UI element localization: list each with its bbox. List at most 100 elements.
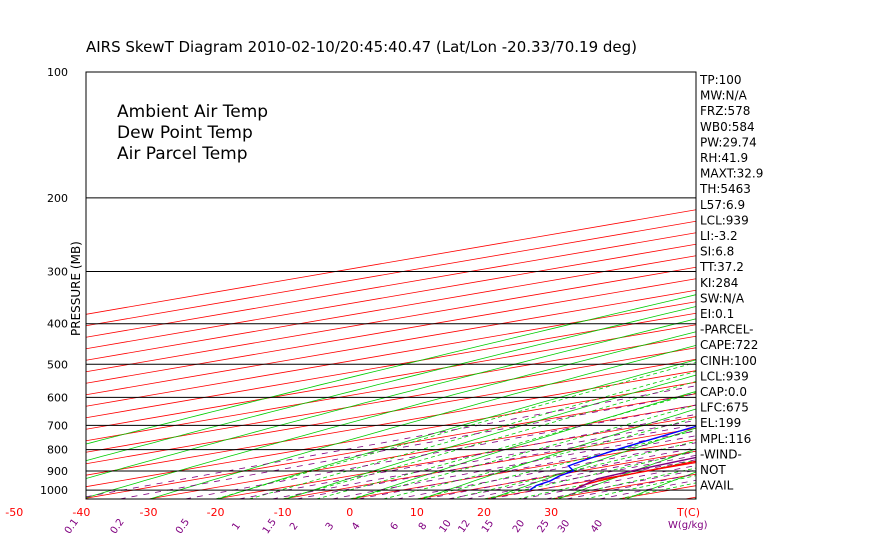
mixing-ratio-tick-label: 2 bbox=[288, 521, 301, 533]
background-grid bbox=[86, 72, 870, 499]
mixing-ratio-tick-label: 12 bbox=[456, 518, 472, 535]
mixing-ratio-line bbox=[447, 451, 696, 499]
bottom-temp-tick-label: 20 bbox=[477, 506, 491, 519]
dry-adiabat-line bbox=[762, 72, 870, 499]
moist-adiabat-line bbox=[416, 429, 696, 499]
bottom-temp-tick-label: -50 bbox=[5, 506, 23, 519]
bottom-temperature-axis: -50 -40 -30 -20 -10 0 10 20 30 bbox=[5, 506, 558, 519]
isotherm-line bbox=[86, 358, 696, 465]
pressure-tick-label: 400 bbox=[47, 318, 68, 331]
isotherm-line bbox=[86, 209, 696, 315]
stability-index-label: EL:199 bbox=[700, 416, 741, 430]
stability-index-label: L57:6.9 bbox=[700, 198, 745, 212]
pressure-tick-label: 1000 bbox=[40, 484, 68, 497]
mixing-ratio-line bbox=[545, 469, 696, 499]
stability-index-label: TP:100 bbox=[699, 73, 742, 87]
chart-title: AIRS SkewT Diagram 2010-02-10/20:45:40.4… bbox=[86, 38, 637, 56]
dry-adiabat-line bbox=[217, 359, 696, 499]
bottom-temp-tick-label: 10 bbox=[410, 506, 424, 519]
mixing-ratio-tick-label: 15 bbox=[480, 518, 496, 535]
mixing-ratio-tick-label: 6 bbox=[389, 521, 402, 533]
stability-index-label: -PARCEL- bbox=[700, 323, 754, 337]
stability-index-label: MW:N/A bbox=[700, 89, 748, 103]
dry-adiabat-line bbox=[86, 318, 696, 479]
stability-index-label: FRZ:578 bbox=[700, 104, 750, 118]
dry-adiabat-line bbox=[149, 344, 696, 499]
dewpoint-line bbox=[529, 425, 696, 491]
mixing-ratio-line bbox=[396, 442, 696, 499]
legend: Ambient Air Temp Dew Point Temp Air Parc… bbox=[117, 102, 268, 164]
stability-index-label: CAP:0.0 bbox=[700, 385, 747, 399]
mixing-ratio-line bbox=[185, 404, 696, 499]
sounding-profiles bbox=[529, 425, 696, 491]
bottom-temp-tick-label: 30 bbox=[544, 506, 558, 519]
mixing-ratio-tick-label: 40 bbox=[589, 518, 605, 535]
stability-index-label: CINH:100 bbox=[700, 354, 757, 368]
stability-index-label: MPL:116 bbox=[700, 432, 751, 446]
mixing-ratio-tick-label: 8 bbox=[417, 521, 430, 533]
pressure-tick-label: 900 bbox=[47, 465, 68, 478]
isotherm-line bbox=[282, 427, 696, 499]
dry-adiabat-line bbox=[490, 427, 696, 499]
mixing-ratio-line bbox=[425, 447, 696, 499]
mixing-ratio-line bbox=[296, 424, 696, 499]
mixing-ratio-line bbox=[332, 430, 696, 499]
isotherm-line bbox=[752, 72, 870, 499]
moist-adiabat-line bbox=[316, 392, 696, 499]
moist-adiabat-line bbox=[483, 450, 696, 499]
stability-index-label: LFC:675 bbox=[700, 401, 749, 415]
pressure-tick-label: 100 bbox=[47, 66, 68, 79]
dry-adiabat-line bbox=[353, 390, 696, 499]
stability-index-label: SW:N/A bbox=[700, 291, 745, 305]
stability-index-label: TT:37.2 bbox=[699, 260, 744, 274]
moist-adiabat-line bbox=[383, 417, 696, 499]
mixing-ratio-tick-label: 1.5 bbox=[261, 517, 279, 536]
mixing-ratio-tick-label: 0.5 bbox=[174, 517, 192, 536]
isotherm-line bbox=[86, 266, 696, 373]
moist-adiabat-line bbox=[248, 371, 696, 499]
mixing-ratio-tick-label: 4 bbox=[350, 521, 363, 533]
mixing-ratio-line bbox=[86, 385, 696, 498]
dry-adiabat-line bbox=[86, 306, 696, 462]
stability-index-label: NOT bbox=[700, 463, 726, 477]
mixing-ratio-line bbox=[521, 465, 696, 499]
stability-index-label: LI:-3.2 bbox=[700, 229, 738, 243]
stability-index-label: RH:41.9 bbox=[700, 151, 748, 165]
isotherm-line bbox=[215, 416, 696, 499]
pressure-tick-label: 500 bbox=[47, 358, 68, 371]
mixing-ratio-tick-label: 1 bbox=[230, 521, 243, 533]
mixing-ratio-tick-label: 0.2 bbox=[109, 517, 127, 536]
y-axis-label: PRESSURE (MB) bbox=[69, 241, 83, 336]
mixing-ratio-tick-label: 30 bbox=[556, 518, 572, 535]
bottom-temp-tick-label: 0 bbox=[346, 506, 353, 519]
pressure-axis: 100 200 300 400 500 600 700 800 900 1000 bbox=[40, 66, 68, 497]
stability-index-label: WB0:584 bbox=[700, 120, 755, 134]
dry-adiabat-line bbox=[86, 294, 696, 445]
bottom-temp-tick-label: -40 bbox=[72, 506, 90, 519]
isotherm-line bbox=[86, 370, 696, 476]
cape-hatch-area bbox=[855, 212, 870, 423]
stability-index-label: CAPE:722 bbox=[700, 338, 758, 352]
moist-adiabat-line bbox=[517, 459, 696, 499]
isotherm-line bbox=[86, 243, 696, 350]
moist-adiabat-line bbox=[215, 362, 696, 499]
stability-index-label: -WIND- bbox=[700, 447, 742, 461]
mixing-ratio-unit-label: W(g/kg) bbox=[668, 520, 708, 531]
isotherm-line bbox=[86, 381, 696, 488]
isobar-lines bbox=[86, 197, 696, 491]
bottom-temp-tick-label: -20 bbox=[207, 506, 225, 519]
dry-adiabat-line bbox=[86, 331, 696, 499]
legend-dewpoint: Dew Point Temp bbox=[117, 123, 253, 143]
ambient-temp-line bbox=[573, 460, 696, 491]
plot-frame bbox=[85, 71, 697, 500]
bottom-temp-tick-label: -30 bbox=[139, 506, 157, 519]
bottom-temp-tick-label: -10 bbox=[274, 506, 292, 519]
isotherm-line bbox=[86, 255, 696, 361]
dry-adiabat-line bbox=[285, 374, 696, 499]
dry-adiabat-line bbox=[421, 408, 696, 499]
isotherm-line bbox=[148, 404, 696, 499]
stability-index-label: AVAIL bbox=[700, 479, 734, 493]
stability-index-label: KI:284 bbox=[700, 276, 738, 290]
